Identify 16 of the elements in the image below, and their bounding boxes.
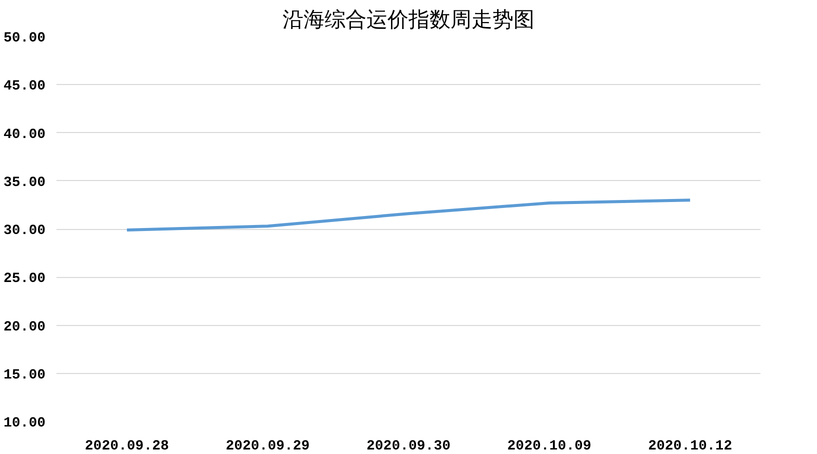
- y-tick-label: 40.00: [3, 126, 46, 143]
- y-tick-label: 30.00: [3, 223, 46, 239]
- y-tick-label: 45.00: [3, 78, 46, 95]
- y-tick-label: 25.00: [3, 271, 46, 288]
- line-series: [125, 198, 692, 232]
- x-tick-label: 2020.10.09: [507, 438, 592, 454]
- y-tick-label: 35.00: [3, 174, 46, 191]
- y-tick-label: 10.00: [3, 416, 46, 432]
- y-tick-label: 20.00: [3, 319, 46, 336]
- x-tick-label: 2020.09.29: [226, 438, 310, 454]
- y-tick-label: 15.00: [3, 367, 46, 384]
- x-tick-label: 2020.10.12: [648, 438, 732, 454]
- y-tick-label: 50.00: [3, 30, 46, 46]
- x-tick-label: 2020.09.28: [84, 438, 169, 454]
- x-tick-label: 2020.09.30: [366, 438, 451, 454]
- chart-title: 沿海综合运价指数周走势图: [282, 8, 534, 32]
